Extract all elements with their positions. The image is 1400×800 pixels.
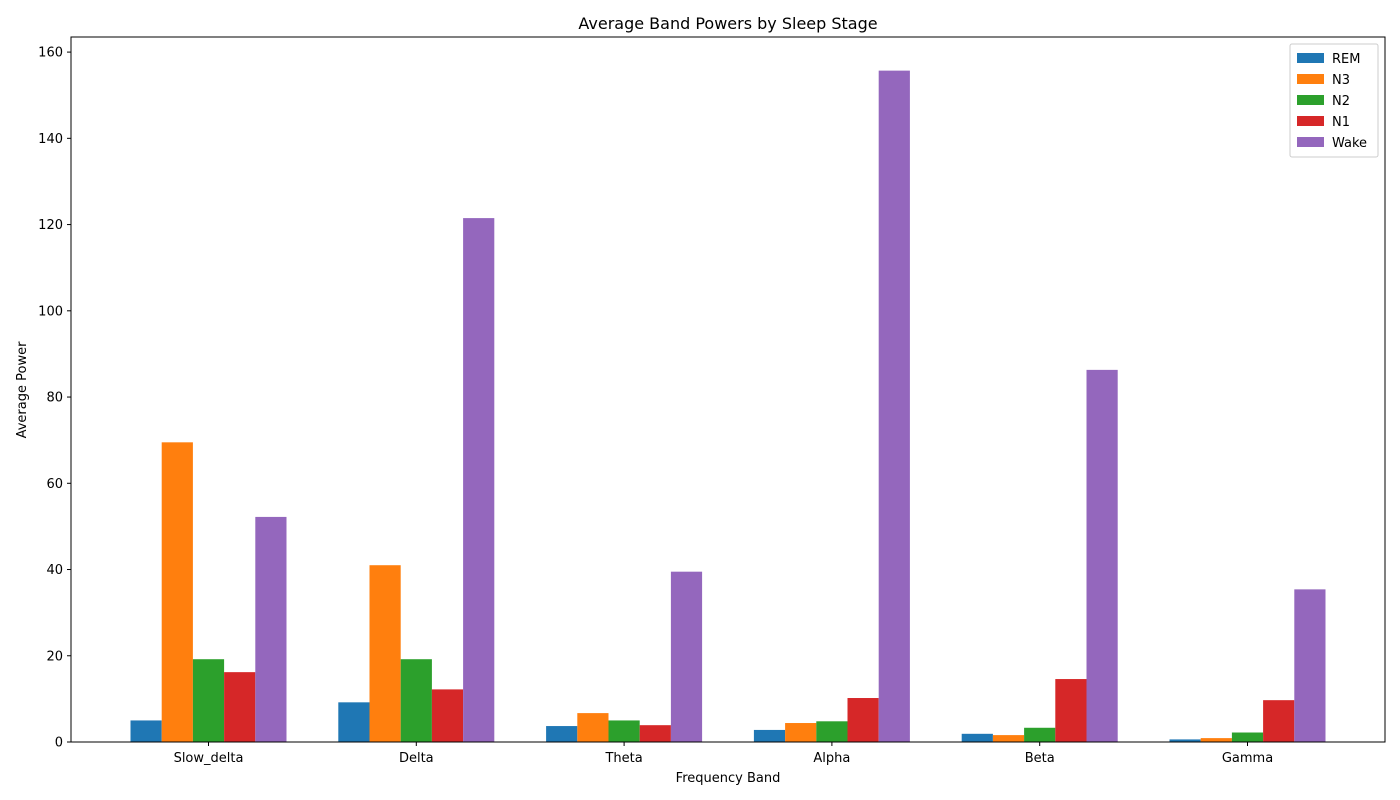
y-tick-label: 120 [38,218,63,233]
legend: REM N3 N2 N1 Wake [1289,43,1379,158]
y-tick-label: 100 [38,304,63,319]
y-tick-label: 140 [38,132,63,147]
bar-n3-beta [992,735,1025,742]
bar-n2-beta [1024,727,1056,742]
y-tick-label: 0 [55,736,63,751]
bar-n2-delta [400,659,432,742]
legend-label-wake: Wake [1332,136,1367,151]
bar-n2-theta [608,720,640,742]
bar-n3-slow_delta [161,442,193,742]
chart-title: Average Band Powers by Sleep Stage [578,14,877,33]
legend-swatch-wake [1297,137,1324,147]
y-tick-label: 20 [46,649,63,664]
bar-wake-delta [463,218,495,743]
x-tick-label: Delta [399,751,434,766]
bar-n1-alpha [847,698,879,742]
bar-n3-alpha [785,723,817,742]
bar-rem-alpha [753,729,786,742]
legend-swatch-rem [1297,53,1324,63]
y-axis: 0 20 40 60 80 100 120 140 160 [38,46,71,751]
plot-frame [70,36,1386,743]
bar-rem-theta [546,726,578,742]
x-tick-label: Beta [1025,751,1055,766]
bar-n1-delta [431,689,464,742]
y-axis-label: Average Power [15,341,30,438]
x-axis-label: Frequency Band [676,771,781,786]
bar-n1-gamma [1263,700,1295,742]
bar-rem-slow_delta [130,720,162,742]
bar-rem-gamma [1169,739,1201,742]
y-tick-label: 160 [38,46,63,61]
x-tick-label: Gamma [1222,751,1273,766]
bar-n2-alpha [816,721,848,742]
legend-label-n1: N1 [1332,115,1350,130]
bar-n2-slow_delta [192,659,225,742]
x-tick-label: Theta [604,751,642,766]
bar-n2-gamma [1231,732,1264,742]
bar-n1-beta [1055,679,1087,742]
legend-swatch-n3 [1297,74,1324,84]
legend-swatch-n1 [1297,116,1324,126]
x-tick-label: Slow_delta [174,751,244,766]
legend-label-n2: N2 [1332,94,1350,109]
bar-wake-alpha [878,70,910,742]
bar-n3-delta [369,565,401,742]
bar-n1-theta [639,725,671,742]
x-axis: Slow_delta Delta Theta Alpha Beta Gamma [174,742,1273,766]
bar-rem-delta [338,702,370,742]
legend-frame [1289,43,1379,158]
y-tick-label: 80 [46,391,63,406]
y-tick-label: 40 [46,563,63,578]
bar-n1-slow_delta [224,672,256,742]
bar-n3-gamma [1200,738,1232,742]
bar-wake-theta [670,571,703,742]
bar-wake-slow_delta [255,516,287,742]
y-tick-label: 60 [46,477,63,492]
legend-label-n3: N3 [1332,73,1350,88]
bar-rem-beta [961,733,993,742]
bar-wake-gamma [1294,589,1326,742]
bars-layer [130,70,1326,743]
legend-swatch-n2 [1297,95,1324,105]
bar-n3-theta [577,713,609,742]
legend-label-rem: REM [1332,52,1360,67]
bar-wake-beta [1086,369,1118,742]
x-tick-label: Alpha [813,751,850,766]
